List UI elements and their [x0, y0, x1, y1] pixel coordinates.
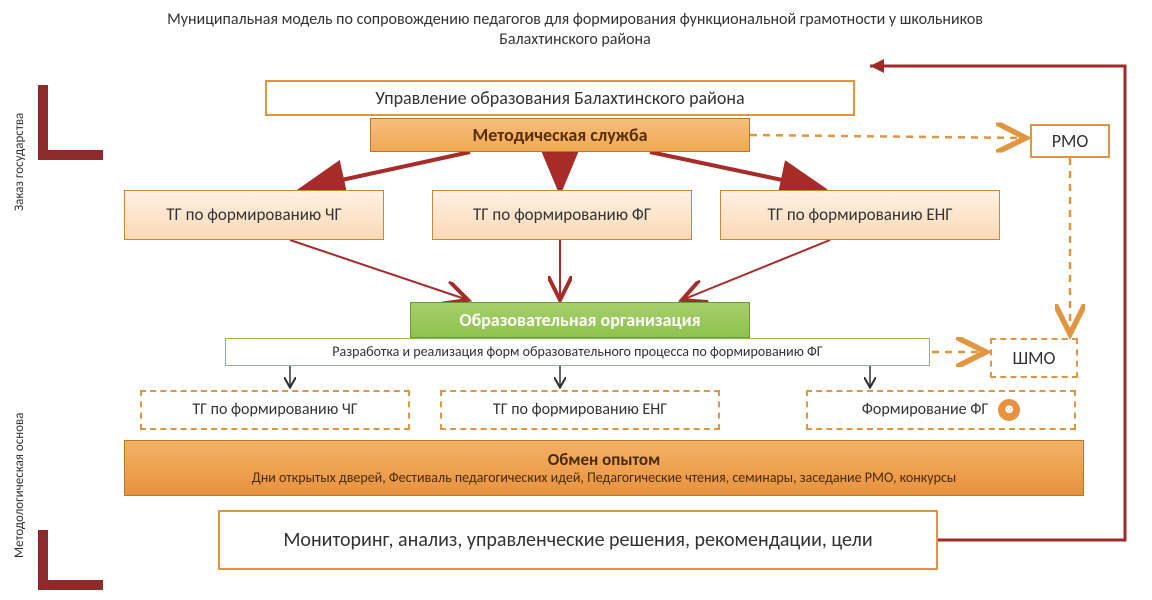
emoji-icon: ☻ [998, 399, 1020, 421]
banner-subtitle: Дни открытых дверей, Фестиваль педагогич… [252, 470, 956, 486]
box-rmo: РМО [1030, 124, 1110, 158]
box-tg1: ТГ по формированию ЧГ [124, 190, 384, 240]
box-monitoring: Мониторинг, анализ, управленческие решен… [218, 510, 938, 570]
box-tg3: ТГ по формированию ЕНГ [720, 190, 1000, 240]
title-line1: Муниципальная модель по сопровождению пе… [167, 10, 983, 29]
box-dtg1: ТГ по формированию ЧГ [140, 390, 410, 430]
box-edu-sub: Разработка и реализация форм образовател… [225, 338, 930, 366]
side-label-bottom: Методологическая основа [12, 378, 27, 593]
box-admin: Управление образования Балахтинского рай… [265, 80, 855, 116]
diagram-title: Муниципальная модель по сопровождению пе… [80, 10, 1070, 50]
bracket-bottom [38, 530, 103, 590]
box-edu-org: Образовательная организация [410, 302, 750, 338]
title-line2: Балахтинского района [499, 30, 651, 49]
dtg3-label: Формирование ФГ [862, 401, 988, 419]
side-label-top: Заказ государства [12, 92, 27, 232]
box-dtg2: ТГ по формированию ЕНГ [440, 390, 720, 430]
box-tg2: ТГ по формированию ФГ [432, 190, 692, 240]
box-shmo: ШМО [990, 338, 1078, 378]
box-method: Методическая служба [370, 118, 750, 152]
box-exchange: Обмен опытом Дни открытых дверей, Фестив… [124, 440, 1084, 496]
bracket-top [38, 85, 103, 160]
box-dtg3: Формирование ФГ ☻ [806, 390, 1076, 430]
banner-title: Обмен опытом [548, 450, 660, 470]
